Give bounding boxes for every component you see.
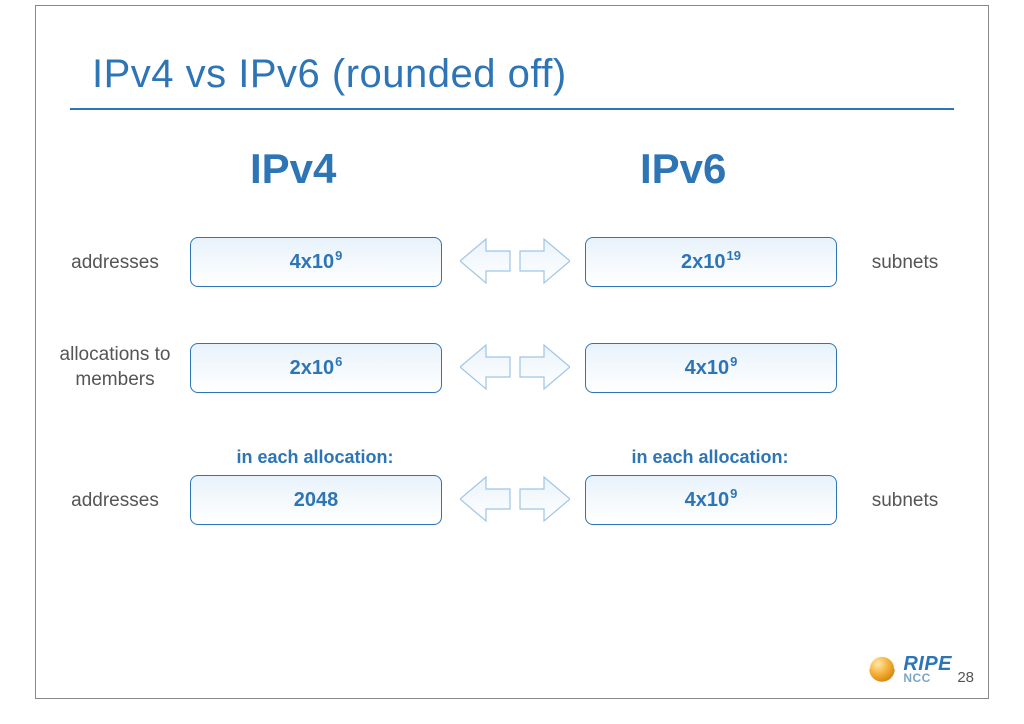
ipv6-value-box: 4x109 [585, 475, 837, 525]
double-arrow-icon [460, 341, 570, 393]
slide: IPv4 vs IPv6 (rounded off) IPv4 IPv6 add… [0, 0, 1024, 724]
row-left-label: addresses [45, 251, 185, 276]
box-value: 2x1019 [681, 251, 741, 274]
bidirectional-arrow [460, 473, 570, 525]
row-left-label: addresses [45, 489, 185, 514]
box-sup: 6 [335, 354, 342, 369]
bidirectional-arrow [460, 235, 570, 287]
bidirectional-arrow [460, 341, 570, 393]
row-right-label: subnets [855, 489, 955, 514]
double-arrow-icon [460, 235, 570, 287]
column-header-ipv6: IPv6 [640, 145, 726, 193]
allocation-caption: in each allocation: [190, 447, 440, 468]
ipv6-value-box: 2x1019 [585, 237, 837, 287]
double-arrow-icon [460, 473, 570, 525]
box-value: 2048 [294, 489, 339, 512]
slide-title: IPv4 vs IPv6 (rounded off) [92, 52, 567, 97]
row-left-label: allocations to members [45, 343, 185, 392]
allocation-caption: in each allocation: [585, 447, 835, 468]
box-value: 4x109 [290, 251, 343, 274]
ripe-ncc-logo: RIPE NCC [867, 654, 952, 684]
ipv4-value-box: 2048 [190, 475, 442, 525]
title-underline [70, 108, 954, 110]
ipv4-value-box: 2x106 [190, 343, 442, 393]
box-sup: 9 [730, 354, 737, 369]
box-value: 2x106 [290, 357, 343, 380]
box-sup: 9 [730, 486, 737, 501]
box-value: 4x109 [685, 357, 738, 380]
column-header-ipv4: IPv4 [250, 145, 336, 193]
globe-icon [867, 654, 897, 684]
box-sup: 19 [727, 248, 741, 263]
page-number: 28 [957, 669, 974, 686]
row-right-label: subnets [855, 251, 955, 276]
box-value: 4x109 [685, 489, 738, 512]
box-sup: 9 [335, 248, 342, 263]
ipv4-value-box: 4x109 [190, 237, 442, 287]
ipv6-value-box: 4x109 [585, 343, 837, 393]
